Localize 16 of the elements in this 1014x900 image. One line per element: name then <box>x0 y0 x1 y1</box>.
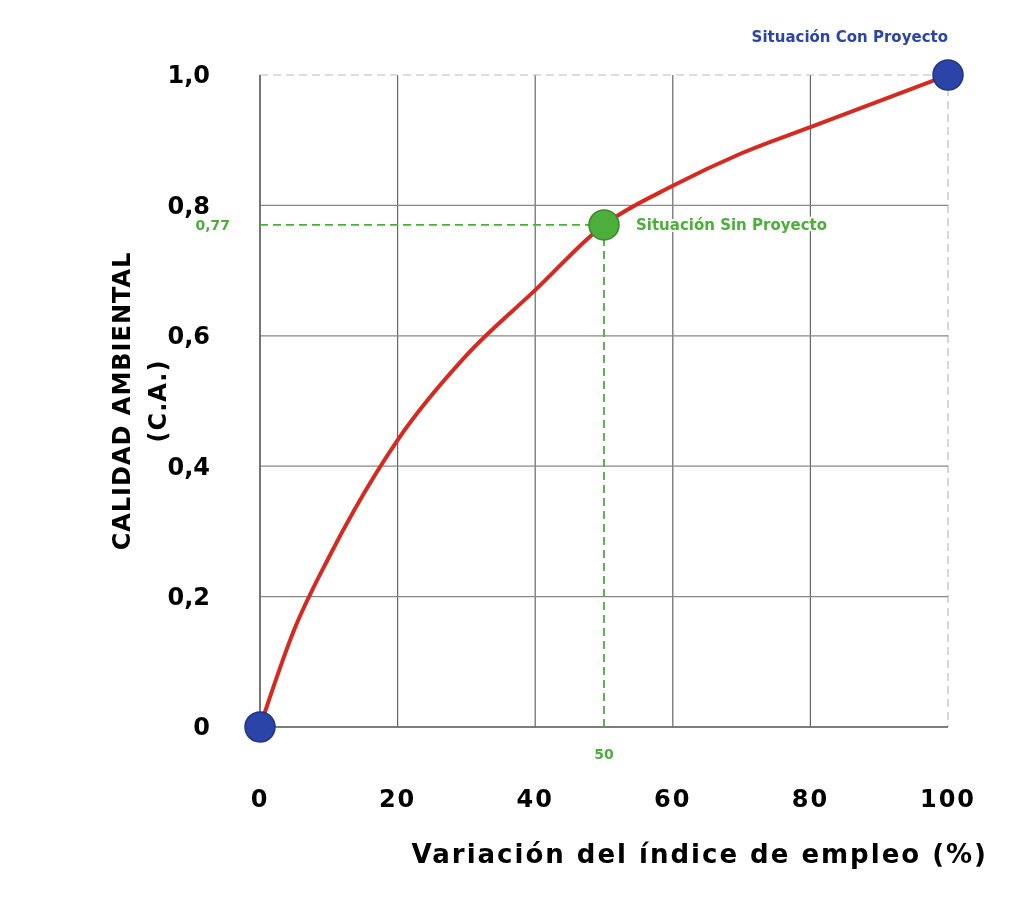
point <box>932 59 964 91</box>
x-axis-title: Variación del índice de empleo (%) <box>411 839 988 869</box>
ref-line-label: 50 <box>594 746 614 762</box>
y-tick-label: 0,2 <box>167 583 210 611</box>
x-tick-label: 0 <box>250 785 270 813</box>
annotation: Situación Con Proyecto <box>751 28 948 47</box>
point <box>588 209 620 241</box>
y-tick-label: 0 <box>193 713 210 742</box>
x-tick-label: 100 <box>919 785 977 813</box>
y-tick-label: 0,6 <box>167 322 210 351</box>
x-tick-label: 80 <box>791 785 830 813</box>
point <box>244 711 276 743</box>
x-tick-label: 20 <box>378 785 417 813</box>
y-tick-label: 1,0 <box>167 61 210 90</box>
x-tick-label: 60 <box>654 785 692 813</box>
x-tick-label: 40 <box>516 785 554 813</box>
